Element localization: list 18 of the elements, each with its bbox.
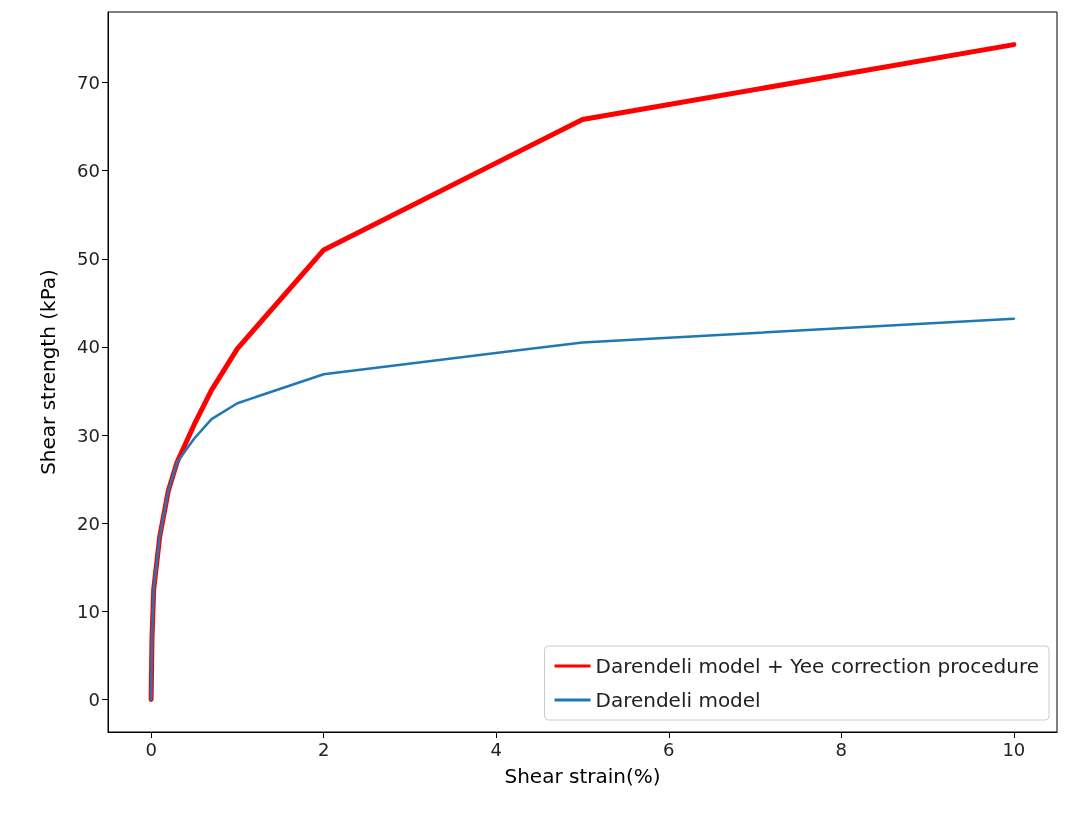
x-tick-label: 10: [1002, 738, 1026, 760]
x-tick-label: 0: [145, 738, 157, 760]
x-axis-title: Shear strain(%): [504, 764, 661, 788]
y-tick-label: 30: [77, 424, 100, 446]
y-tick-label: 70: [77, 72, 100, 93]
legend-label: Darendeli model: [595, 688, 761, 712]
y-tick-label: 10: [77, 600, 100, 622]
y-axis-title: Shear strength (kPa): [36, 269, 60, 475]
x-tick-label: 2: [317, 738, 330, 760]
x-tick-label: 4: [490, 738, 502, 760]
y-tick-label: 20: [77, 512, 100, 534]
x-tick-label: 6: [663, 738, 675, 760]
y-tick-label: 0: [88, 688, 100, 710]
x-tick-label: 8: [835, 738, 848, 760]
y-tick-label: 50: [77, 248, 100, 270]
legend-label: Darendeli model + Yee correction procedure: [595, 654, 1039, 678]
y-tick-label: 60: [77, 160, 100, 182]
y-tick-label: 40: [77, 336, 100, 358]
